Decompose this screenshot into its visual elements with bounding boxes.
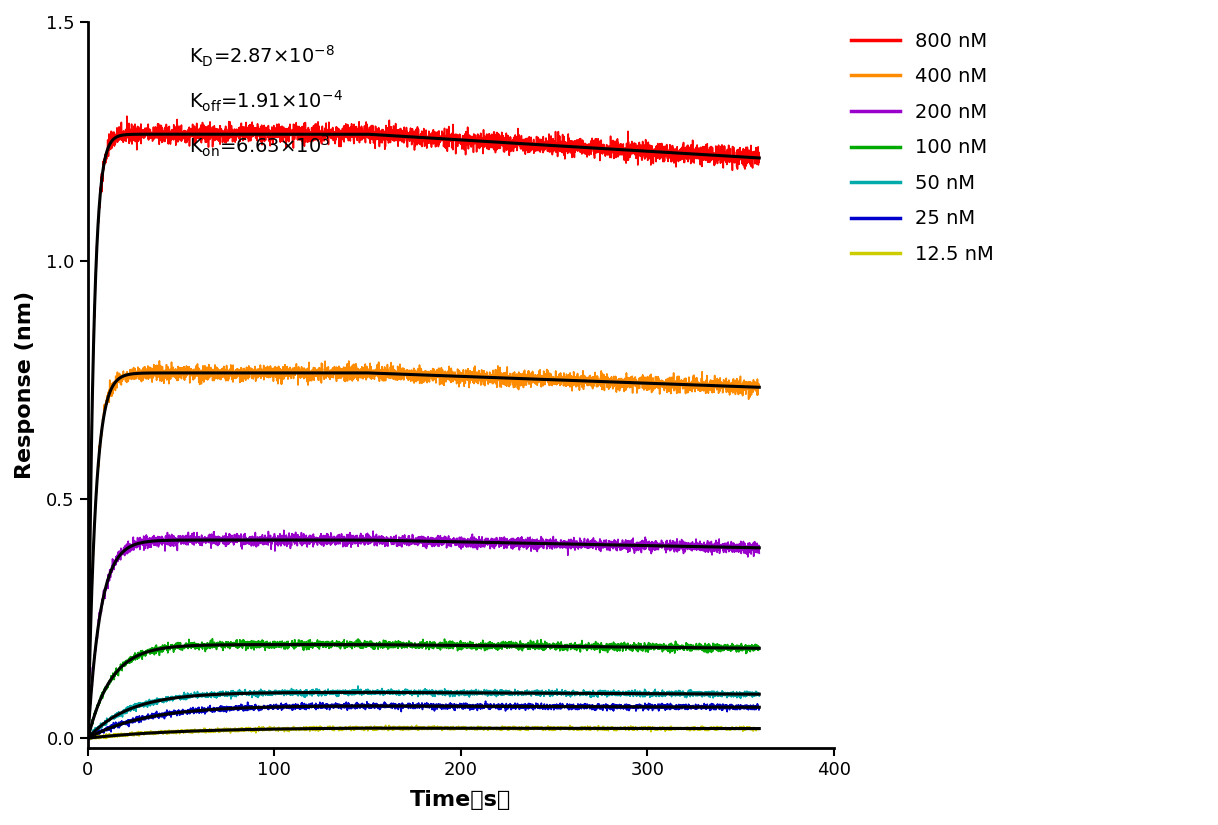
100 nM bbox=[123, 658, 138, 668]
25 nM bbox=[123, 715, 138, 725]
Line: 50 nM: 50 nM bbox=[88, 686, 759, 739]
Text: $\mathrm{K_D}$=2.87×10$^{-8}$
$\mathrm{K_{off}}$=1.91×10$^{-4}$
$\mathrm{K_{on}}: $\mathrm{K_D}$=2.87×10$^{-8}$ $\mathrm{K… bbox=[189, 44, 342, 158]
400 nM bbox=[582, 379, 597, 389]
12.5 nM bbox=[80, 732, 95, 742]
800 nM bbox=[582, 141, 597, 151]
400 nM bbox=[699, 376, 714, 386]
50 nM bbox=[445, 686, 459, 696]
50 nM bbox=[80, 731, 95, 741]
25 nM bbox=[445, 701, 459, 711]
200 nM bbox=[276, 526, 291, 535]
200 nM bbox=[80, 728, 95, 738]
Line: 800 nM: 800 nM bbox=[88, 116, 759, 736]
400 nM bbox=[643, 383, 658, 393]
50 nM bbox=[643, 691, 658, 701]
Line: 25 nM: 25 nM bbox=[88, 701, 759, 739]
100 nM bbox=[699, 644, 714, 653]
Line: 12.5 nM: 12.5 nM bbox=[88, 725, 759, 739]
200 nM bbox=[643, 539, 658, 549]
25 nM bbox=[80, 732, 95, 742]
Line: 400 nM: 400 nM bbox=[88, 361, 759, 739]
800 nM bbox=[119, 111, 134, 121]
Line: 100 nM: 100 nM bbox=[88, 639, 759, 739]
200 nM bbox=[752, 549, 766, 559]
100 nM bbox=[582, 639, 597, 649]
12.5 nM bbox=[752, 724, 766, 733]
800 nM bbox=[80, 731, 95, 741]
50 nM bbox=[699, 687, 714, 697]
400 nM bbox=[80, 734, 95, 744]
Y-axis label: Response (nm): Response (nm) bbox=[15, 290, 35, 478]
25 nM bbox=[83, 734, 97, 744]
100 nM bbox=[205, 634, 219, 644]
800 nM bbox=[290, 124, 304, 134]
200 nM bbox=[80, 734, 95, 744]
800 nM bbox=[445, 129, 459, 139]
100 nM bbox=[80, 734, 95, 744]
X-axis label: Time（s）: Time（s） bbox=[410, 790, 512, 810]
200 nM bbox=[290, 536, 304, 546]
800 nM bbox=[699, 148, 714, 158]
12.5 nM bbox=[82, 734, 96, 744]
50 nM bbox=[290, 688, 304, 698]
200 nM bbox=[123, 539, 138, 549]
25 nM bbox=[752, 702, 766, 712]
25 nM bbox=[699, 703, 714, 713]
12.5 nM bbox=[445, 724, 459, 734]
50 nM bbox=[80, 734, 95, 744]
Line: 200 nM: 200 nM bbox=[88, 530, 759, 739]
50 nM bbox=[351, 681, 365, 691]
800 nM bbox=[123, 125, 138, 134]
12.5 nM bbox=[699, 723, 714, 733]
400 nM bbox=[152, 356, 167, 365]
Legend: 800 nM, 400 nM, 200 nM, 100 nM, 50 nM, 25 nM, 12.5 nM: 800 nM, 400 nM, 200 nM, 100 nM, 50 nM, 2… bbox=[851, 31, 994, 264]
100 nM bbox=[290, 638, 304, 648]
200 nM bbox=[582, 538, 597, 548]
100 nM bbox=[752, 644, 766, 654]
400 nM bbox=[445, 370, 459, 380]
25 nM bbox=[290, 702, 304, 712]
12.5 nM bbox=[123, 728, 138, 738]
25 nM bbox=[479, 696, 493, 706]
12.5 nM bbox=[582, 724, 597, 733]
12.5 nM bbox=[409, 720, 424, 730]
12.5 nM bbox=[290, 724, 304, 734]
200 nM bbox=[445, 538, 459, 548]
25 nM bbox=[582, 701, 597, 711]
400 nM bbox=[123, 369, 138, 379]
50 nM bbox=[123, 700, 138, 710]
50 nM bbox=[752, 691, 766, 701]
25 nM bbox=[643, 699, 658, 709]
12.5 nM bbox=[643, 724, 658, 734]
100 nM bbox=[643, 639, 658, 648]
800 nM bbox=[752, 151, 766, 161]
50 nM bbox=[582, 689, 597, 699]
100 nM bbox=[445, 640, 459, 650]
400 nM bbox=[752, 383, 766, 393]
200 nM bbox=[699, 541, 714, 551]
400 nM bbox=[290, 367, 304, 377]
800 nM bbox=[643, 153, 658, 163]
